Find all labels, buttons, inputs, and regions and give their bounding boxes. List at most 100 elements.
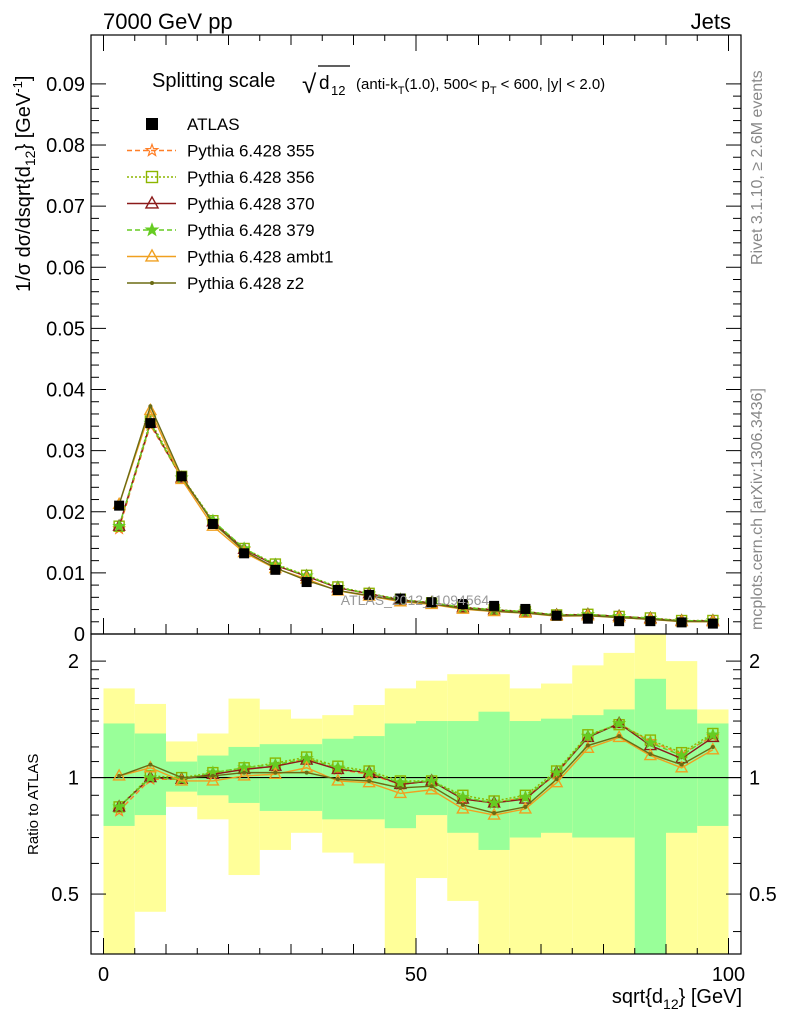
title-detail-sub-t2: T — [490, 85, 497, 97]
y-tick-label-top: 0.03 — [46, 441, 85, 463]
series-point-ratio — [143, 770, 158, 784]
legend-marker — [144, 195, 160, 209]
ratio-series — [112, 716, 720, 820]
y-axis-label-bottom: Ratio to ATLAS — [25, 754, 42, 855]
atlas-point — [551, 610, 562, 621]
axis-ticks: 0 0.01 0.02 0.03 0.04 0.05 0.06 0.07 0.08 0.09 0.5… — [46, 35, 777, 986]
series-point-ratio — [429, 784, 434, 789]
svg-text:12: 12 — [331, 83, 345, 98]
y-tick-label-top: 0.04 — [46, 380, 85, 402]
title-d-sub: 12 — [331, 83, 345, 98]
atlas-point — [426, 597, 437, 608]
atlas-point — [145, 418, 156, 429]
series-point-ratio — [549, 765, 564, 779]
series-point-ratio — [523, 804, 528, 809]
side-label-top: Rivet 3.1.10, ≥ 2.6M events — [749, 70, 766, 265]
legend-label: Pythia 6.428 370 — [187, 195, 315, 214]
series-point-ratio — [148, 762, 153, 767]
series-point-ratio — [362, 765, 377, 779]
title-detail-c: < 600, |y| < 2.0) — [501, 76, 606, 93]
series-point-ratio — [174, 773, 189, 786]
legend-label: Pythia 6.428 379 — [187, 221, 315, 240]
x-axis-label: sqrt{d12} [GeV] — [612, 986, 742, 1012]
y-tick-label-top: 0.02 — [46, 502, 85, 524]
series-point-ratio — [206, 773, 220, 786]
series-point-ratio — [487, 807, 501, 820]
svg-text:Splitting scale: Splitting scale — [152, 70, 275, 92]
atlas-point — [332, 584, 343, 595]
atlas-point — [676, 617, 687, 628]
series-point-ratio — [112, 799, 127, 813]
y-tick-label-bottom-right: 2 — [749, 651, 760, 673]
series-point-ratio — [492, 810, 497, 815]
atlas-point — [489, 600, 500, 611]
title-main: Splitting scale — [152, 70, 275, 92]
y-tick-label-bottom: 2 — [68, 651, 79, 673]
series-point-ratio — [242, 770, 247, 775]
title-detail-sub-t: T — [398, 85, 405, 97]
series-line-ratio — [118, 735, 714, 814]
series-point-ratio — [643, 735, 658, 749]
title-sqrt: √ — [302, 69, 317, 99]
atlas-point — [270, 564, 281, 575]
series-point-ratio — [518, 789, 533, 804]
y-tick-label-top: 0.06 — [46, 257, 85, 279]
series-line-top — [118, 404, 713, 623]
series-point-ratio — [580, 728, 595, 742]
legend-label: Pythia 6.428 ambt1 — [187, 248, 333, 267]
series-point-ratio — [335, 777, 340, 782]
y-tick-label-top: 0.08 — [46, 135, 85, 157]
series-point-top — [143, 403, 158, 416]
uncertainty-bands — [91, 634, 741, 954]
series-point-ratio — [705, 727, 720, 741]
legend-marker — [146, 118, 158, 130]
y-tick-label-bottom-right: 1 — [749, 768, 760, 790]
series-point-ratio — [117, 773, 122, 778]
series-point-ratio — [210, 773, 215, 778]
series-point-ratio — [424, 782, 439, 795]
title-detail-b: (1.0), 500< p — [404, 76, 489, 93]
legend-marker — [144, 222, 160, 237]
legend-marker — [144, 142, 160, 157]
atlas-point — [707, 618, 718, 629]
legend-marker — [145, 170, 159, 184]
analysis-watermark: ATLAS_2012_I1094564 — [341, 592, 490, 608]
series-point-ratio — [456, 801, 470, 814]
legend-label: ATLAS — [187, 115, 240, 134]
series-point-ratio — [273, 770, 278, 775]
atlas-point — [239, 548, 250, 559]
header-left: 7000 GeV pp — [103, 9, 233, 34]
band-inner — [478, 711, 510, 850]
y-tick-label-bottom: 1 — [68, 768, 79, 790]
series-point-ratio — [487, 795, 502, 809]
series-line-ratio — [118, 722, 714, 808]
band-inner — [634, 678, 666, 954]
x-tick-label: 50 — [405, 964, 427, 986]
atlas-point — [520, 603, 531, 614]
series-point-ratio — [710, 744, 715, 749]
y-tick-label-top: 0 — [74, 624, 85, 646]
side-label-bottom: mcplots.cern.ch [arXiv:1306.3436] — [749, 388, 766, 630]
series-point-top — [148, 404, 153, 409]
series-point-ratio — [674, 748, 689, 762]
title-d: d — [319, 73, 330, 94]
atlas-point — [364, 589, 375, 600]
top-series — [112, 403, 720, 629]
y-axis-label-top: 1/σ dσ/dsqrt{d12} [GeV-1] — [10, 76, 38, 292]
series-point-ratio — [679, 762, 684, 767]
series-point-ratio — [612, 716, 627, 730]
x-tick-label: 0 — [98, 964, 109, 986]
series-point-ratio — [143, 760, 158, 773]
series-point-ratio — [460, 802, 465, 807]
y-tick-label-top: 0.05 — [46, 318, 85, 340]
series-point-ratio — [398, 785, 403, 790]
series-point-ratio — [581, 740, 595, 754]
atlas-point — [614, 616, 625, 627]
band-inner — [447, 721, 479, 833]
title-detail-a: (anti-k — [356, 76, 398, 93]
series-point-ratio — [393, 785, 408, 799]
band-inner — [509, 721, 541, 838]
series-point-ratio — [393, 775, 408, 789]
atlas-point — [457, 599, 468, 610]
